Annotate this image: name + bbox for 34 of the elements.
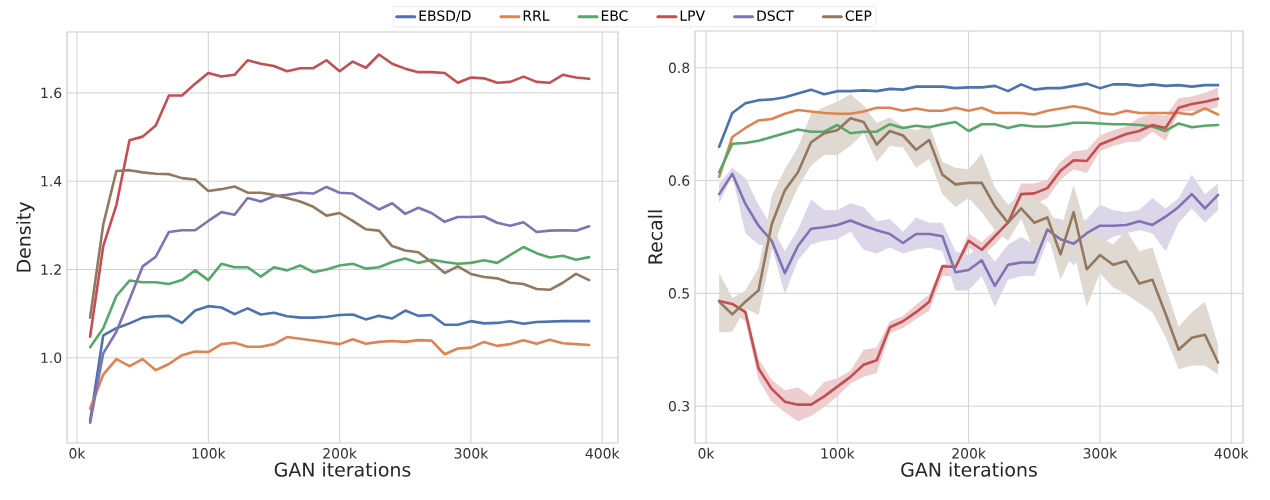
line-series xyxy=(88,245,591,349)
line-series xyxy=(88,185,591,424)
x-tick-label: 0k xyxy=(69,447,86,459)
x-tick-label: 300k xyxy=(1083,447,1118,459)
x-tick-label: 300k xyxy=(454,447,489,459)
line-series xyxy=(717,120,1220,174)
y-tick-label: 0.5 xyxy=(668,288,689,299)
x-axis-title: GAN iterations xyxy=(901,462,1037,477)
y-axis-title: Density xyxy=(16,202,35,272)
x-tick-label: 0k xyxy=(698,447,715,459)
y-tick-label: 1.4 xyxy=(41,176,62,187)
legend-label: EBC xyxy=(601,10,628,21)
legend-label: EBSD/D xyxy=(419,10,471,23)
x-tick-label: 400k xyxy=(585,447,620,459)
x-tick-label: 100k xyxy=(821,447,855,459)
x-tick-label: 200k xyxy=(952,447,986,459)
x-axis-title: GAN iterations xyxy=(274,462,411,477)
x-tick-label: 400k xyxy=(1214,447,1249,459)
x-tick-label: 200k xyxy=(323,447,357,459)
y-tick-label: 1.2 xyxy=(41,264,61,275)
legend-label: RRL xyxy=(523,10,550,21)
y-tick-label: 1.6 xyxy=(41,87,62,99)
line-series xyxy=(717,172,1220,288)
x-tick-label: 100k xyxy=(192,447,226,459)
y-tick-label: 0.8 xyxy=(668,62,690,74)
line-series xyxy=(88,168,591,319)
y-axis-title: Recall xyxy=(647,210,663,264)
y-tick-label: 0.6 xyxy=(668,175,690,186)
legend-label: DSCT xyxy=(757,10,794,21)
legend-label: CEP xyxy=(845,10,872,21)
line-series xyxy=(88,53,591,338)
y-tick-label: 1.0 xyxy=(41,352,62,364)
y-tick-label: 0.3 xyxy=(668,400,690,412)
legend-label: LPV xyxy=(680,10,705,21)
